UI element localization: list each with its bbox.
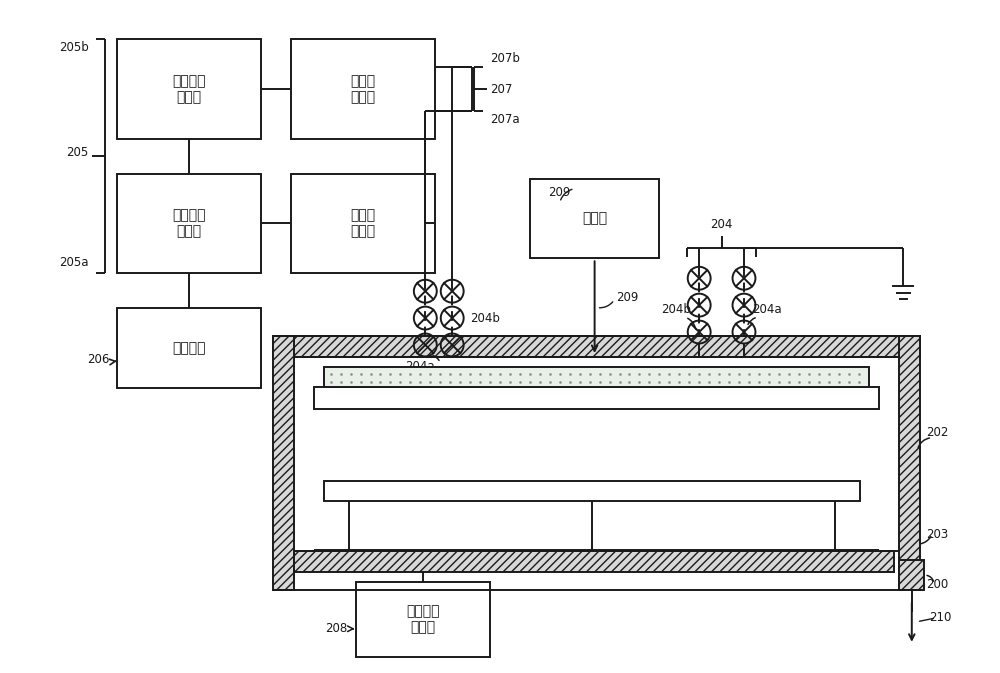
Text: 202: 202 (926, 426, 949, 439)
Text: 207: 207 (490, 83, 512, 96)
Text: 209: 209 (617, 291, 639, 304)
Text: 205: 205 (66, 146, 89, 159)
Text: 204a: 204a (406, 360, 435, 373)
Bar (294, 551, 894, 572)
Bar (117, 174, 261, 273)
Bar (117, 39, 261, 139)
Text: 210: 210 (929, 611, 952, 625)
Text: 208: 208 (325, 623, 348, 635)
Bar (291, 39, 435, 139)
Text: 第二匹
配装置: 第二匹 配装置 (351, 74, 376, 104)
Bar (899, 560, 924, 590)
Text: 204a: 204a (752, 303, 782, 316)
Text: 205b: 205b (59, 41, 89, 55)
Text: 第一匹
配装置: 第一匹 配装置 (351, 209, 376, 238)
Text: 204b: 204b (470, 312, 500, 324)
Bar (324, 481, 860, 501)
Text: 第一射频
功率源: 第一射频 功率源 (172, 209, 206, 238)
Text: 偏置射频
功率源: 偏置射频 功率源 (406, 604, 440, 635)
Text: 205a: 205a (59, 256, 89, 269)
Bar (117, 308, 261, 388)
Bar (899, 336, 920, 590)
Bar (273, 336, 294, 590)
Text: 206: 206 (87, 353, 110, 366)
Bar (324, 367, 869, 387)
Text: 第二射频
功率源: 第二射频 功率源 (172, 74, 206, 104)
Text: 200: 200 (926, 579, 948, 592)
Bar (291, 174, 435, 273)
Bar (314, 387, 879, 409)
Text: 207b: 207b (490, 52, 520, 65)
Text: 207a: 207a (490, 113, 520, 126)
Text: 204b: 204b (661, 303, 691, 316)
Text: 203: 203 (926, 528, 948, 540)
Bar (273, 336, 920, 357)
Text: 供气源: 供气源 (582, 211, 607, 225)
Text: 控制单元: 控制单元 (172, 341, 206, 355)
Text: 209: 209 (549, 186, 571, 199)
Bar (530, 178, 659, 258)
Bar (294, 357, 899, 551)
Bar (356, 582, 490, 657)
Text: 204: 204 (710, 219, 733, 232)
